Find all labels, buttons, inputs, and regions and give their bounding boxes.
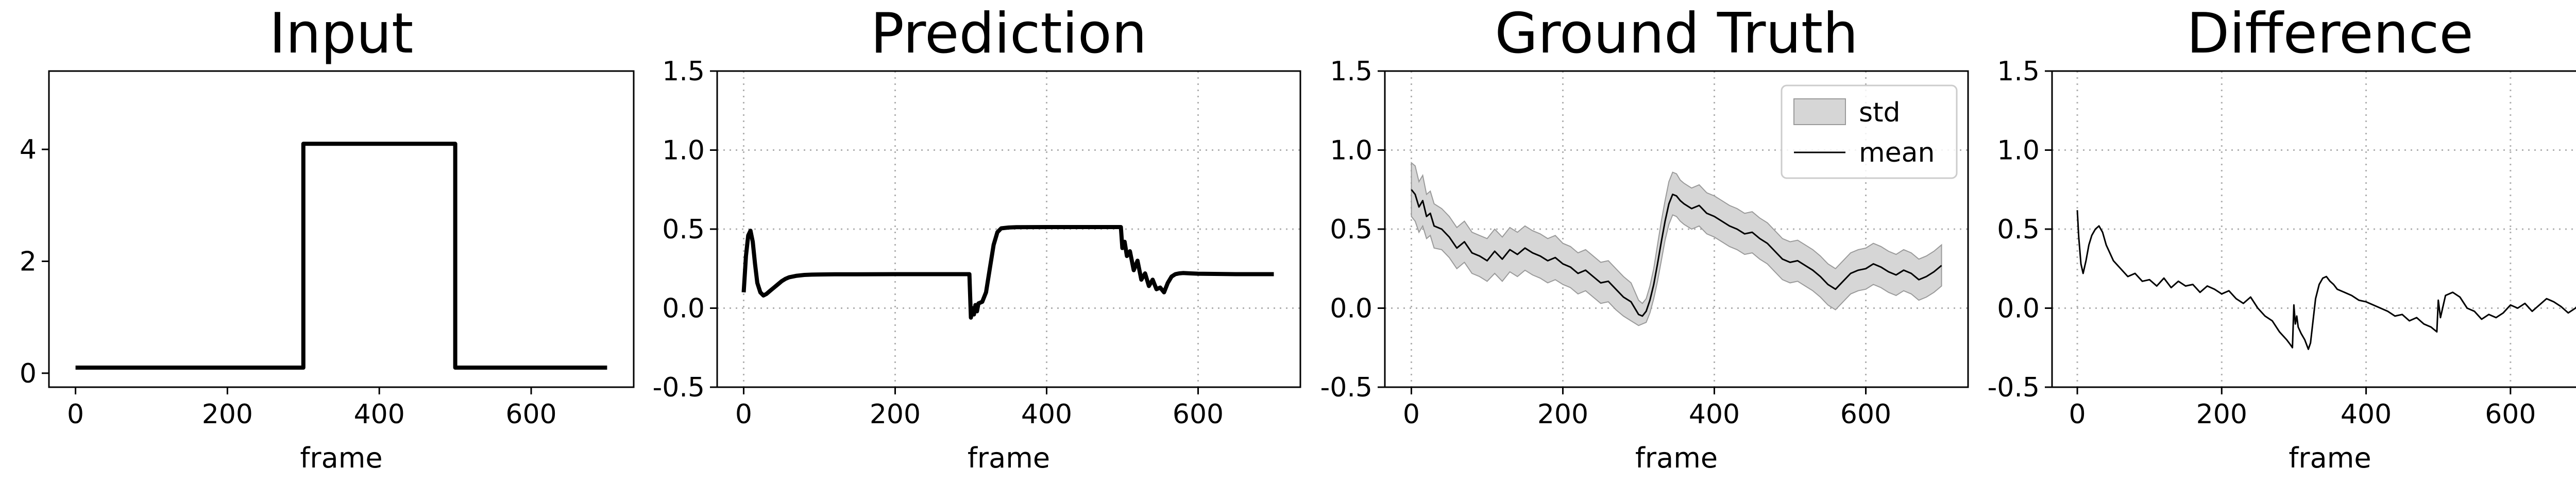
legend-label-std: std — [1859, 97, 1901, 128]
x-tick-label: 600 — [1173, 399, 1224, 430]
series-line-line — [75, 142, 607, 370]
x-tick-label: 200 — [202, 399, 253, 430]
x-tick-label: 0 — [2069, 399, 2086, 430]
y-tick-label: -0.5 — [1320, 372, 1372, 403]
y-tick-label: 0.5 — [1997, 214, 2040, 245]
x-tick-label: 400 — [1021, 399, 1072, 430]
y-tick-label: 1.5 — [662, 56, 705, 87]
y-tick-label: -0.5 — [1988, 372, 2040, 403]
y-tick-label: 0.5 — [1330, 214, 1372, 245]
x-tick-label: 600 — [1840, 399, 1891, 430]
x-tick-label: 600 — [505, 399, 556, 430]
chart-title: Prediction — [871, 2, 1147, 66]
chart-title: Input — [269, 2, 414, 66]
x-tick-label: 200 — [870, 399, 921, 430]
y-tick-label: 1.0 — [662, 135, 705, 166]
y-tick-label: 0.5 — [662, 214, 705, 245]
x-axis-label: frame — [2289, 442, 2371, 474]
axes-frame — [48, 70, 635, 388]
chart-panel-ground-truth: Ground Truth 0 200 400 600 -0.5 0.0 0.5 1.0 1.5 f… — [1320, 2, 1969, 474]
chart-panel-input: Input 0 200 400 600 0 2 4 frame — [20, 2, 635, 474]
series-line-line — [741, 225, 1274, 320]
y-tick-label: 1.0 — [1330, 135, 1372, 166]
x-axis-label: frame — [1635, 442, 1718, 474]
y-tick-label: 1.5 — [1997, 56, 2040, 87]
chart-title: Difference — [2187, 2, 2473, 66]
x-axis-label: frame — [300, 442, 382, 474]
x-tick-label: 400 — [2341, 399, 2392, 430]
plot-area — [75, 142, 607, 370]
series-line-line — [2076, 210, 2576, 350]
chart-title: Ground Truth — [1495, 2, 1858, 66]
y-tick-label: 1.5 — [1330, 56, 1372, 87]
x-tick-label: 200 — [2196, 399, 2247, 430]
x-tick-label: 400 — [1689, 399, 1740, 430]
y-tick-label: 0.0 — [1997, 293, 2040, 324]
x-tick-label: 400 — [354, 399, 405, 430]
x-tick-label: 0 — [1403, 399, 1420, 430]
x-tick-label: 0 — [67, 399, 84, 430]
chart-panel-prediction: Prediction 0 200 400 600 -0.5 0.0 0.5 1.0 1.5 fra… — [653, 2, 1301, 474]
y-tick-label: 2 — [20, 246, 37, 277]
y-tick-label: 0.0 — [1330, 293, 1372, 324]
legend-label-mean: mean — [1859, 137, 1935, 168]
x-tick-label: 0 — [735, 399, 752, 430]
x-axis-label: frame — [968, 442, 1050, 474]
y-tick-label: 0 — [20, 358, 37, 389]
x-tick-label: 200 — [1537, 399, 1588, 430]
legend-swatch-std — [1793, 98, 1846, 125]
chart-panel-difference: Difference 0 200 400 600 -0.5 0.0 0.5 1.0 1.5 fra… — [1988, 2, 2576, 474]
series-mean-line — [1411, 189, 1942, 317]
plot-area — [2076, 210, 2576, 350]
y-tick-label: 0.0 — [662, 293, 705, 324]
plot-area — [1411, 161, 1942, 326]
plot-area — [741, 225, 1274, 320]
y-tick-label: -0.5 — [653, 372, 705, 403]
y-tick-label: 4 — [20, 134, 37, 165]
y-tick-label: 1.0 — [1997, 135, 2040, 166]
x-tick-label: 600 — [2485, 399, 2536, 430]
series-std-band — [1411, 161, 1942, 326]
legend: std mean — [1781, 84, 1958, 179]
